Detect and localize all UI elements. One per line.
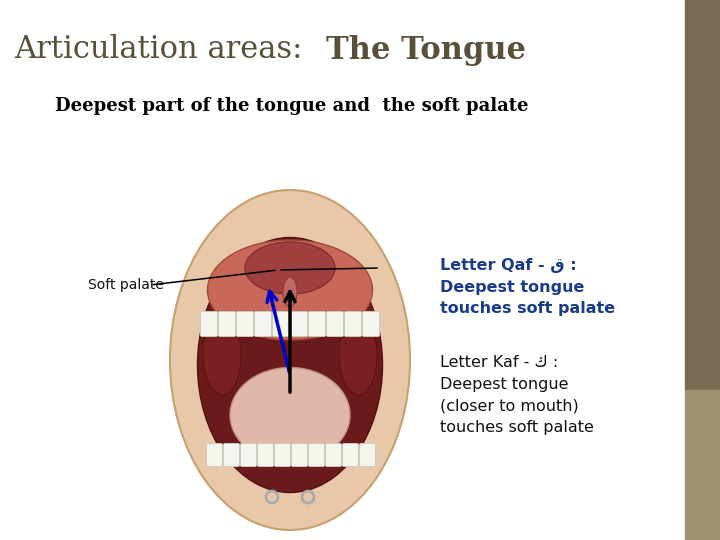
FancyBboxPatch shape [258,443,274,467]
Text: Deepest part of the tongue and  the soft palate: Deepest part of the tongue and the soft … [55,97,528,115]
FancyBboxPatch shape [292,443,307,467]
FancyBboxPatch shape [326,312,343,336]
Ellipse shape [203,315,241,395]
FancyBboxPatch shape [308,312,325,336]
FancyBboxPatch shape [344,312,361,336]
FancyBboxPatch shape [325,443,341,467]
FancyBboxPatch shape [274,443,290,467]
FancyBboxPatch shape [254,312,271,336]
FancyBboxPatch shape [362,312,379,336]
FancyBboxPatch shape [240,443,256,467]
Ellipse shape [179,202,402,518]
FancyBboxPatch shape [207,443,222,467]
Text: Soft palate: Soft palate [88,278,164,292]
FancyBboxPatch shape [236,312,253,336]
Text: The Tongue: The Tongue [326,35,526,65]
Ellipse shape [197,238,382,492]
Text: Letter Qaf - ق :
Deepest tongue
touches soft palate: Letter Qaf - ق : Deepest tongue touches … [440,258,615,316]
FancyBboxPatch shape [200,312,217,336]
Text: Articulation areas:: Articulation areas: [14,35,312,65]
Ellipse shape [170,190,410,530]
Ellipse shape [207,240,372,340]
Text: Letter Kaf - ك :
Deepest tongue
(closer to mouth)
touches soft palate: Letter Kaf - ك : Deepest tongue (closer … [440,355,594,435]
Ellipse shape [339,315,377,395]
Ellipse shape [283,277,297,307]
Ellipse shape [174,195,406,525]
FancyBboxPatch shape [272,312,289,336]
Bar [685,390,720,540]
FancyBboxPatch shape [343,443,359,467]
FancyBboxPatch shape [218,312,235,336]
FancyBboxPatch shape [223,443,240,467]
Ellipse shape [230,368,350,462]
FancyBboxPatch shape [308,443,325,467]
FancyBboxPatch shape [359,443,376,467]
FancyBboxPatch shape [290,312,307,336]
Ellipse shape [245,242,335,294]
Bar [685,0,720,390]
